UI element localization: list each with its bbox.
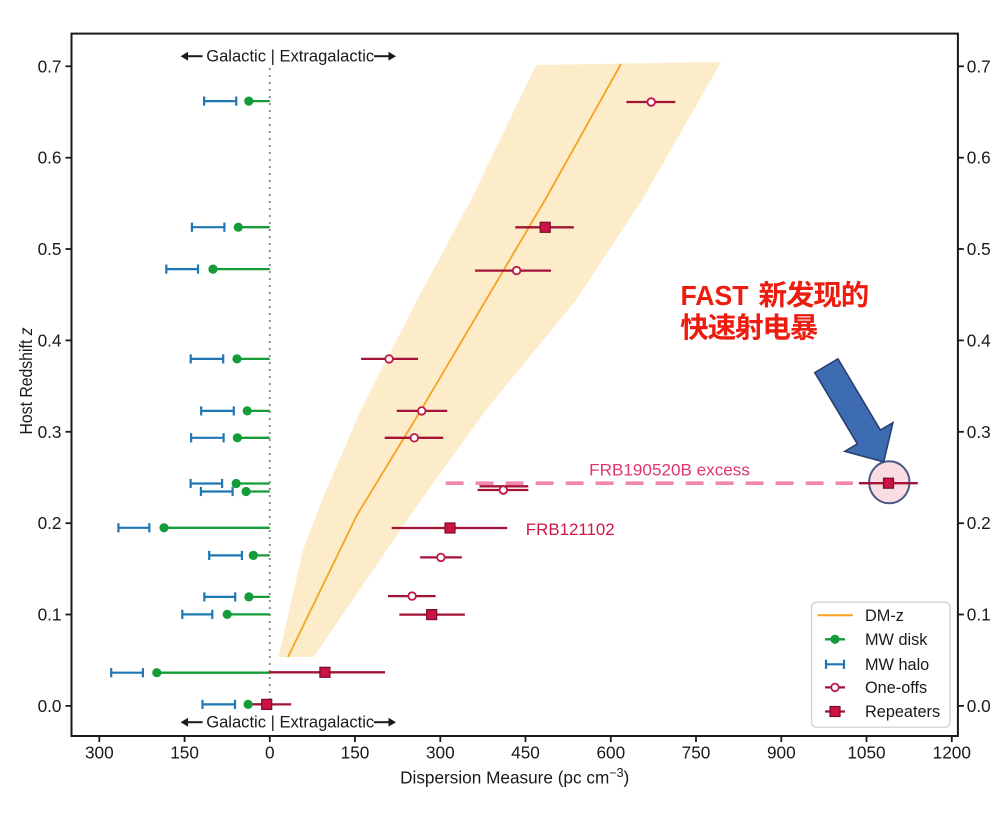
svg-text:0.2: 0.2 bbox=[38, 513, 62, 533]
svg-text:0.3: 0.3 bbox=[38, 422, 62, 442]
svg-text:450: 450 bbox=[511, 743, 540, 763]
svg-text:900: 900 bbox=[767, 743, 796, 763]
svg-text:FRB121102: FRB121102 bbox=[526, 520, 615, 539]
svg-text:1200: 1200 bbox=[933, 743, 971, 763]
svg-text:MW halo: MW halo bbox=[865, 656, 929, 674]
svg-text:One-offs: One-offs bbox=[865, 679, 927, 697]
svg-text:0.7: 0.7 bbox=[967, 56, 991, 76]
svg-text:0.4: 0.4 bbox=[967, 330, 991, 350]
svg-text:0.5: 0.5 bbox=[967, 239, 991, 259]
svg-text:150: 150 bbox=[170, 743, 199, 763]
svg-text:Dispersion Measure (pc cm−3): Dispersion Measure (pc cm−3) bbox=[400, 766, 629, 788]
svg-text:0.0: 0.0 bbox=[38, 696, 62, 716]
svg-text:Galactic | Extragalactic: Galactic | Extragalactic bbox=[206, 47, 374, 66]
svg-text:DM-z: DM-z bbox=[865, 607, 904, 625]
svg-text:FAST: FAST bbox=[681, 280, 749, 311]
svg-text:0.7: 0.7 bbox=[38, 56, 62, 76]
svg-text:750: 750 bbox=[682, 743, 711, 763]
svg-text:0.6: 0.6 bbox=[967, 148, 991, 168]
svg-text:0.1: 0.1 bbox=[38, 605, 62, 625]
svg-text:0.1: 0.1 bbox=[967, 605, 991, 625]
svg-text:Galactic | Extragalactic: Galactic | Extragalactic bbox=[206, 713, 374, 732]
svg-text:Repeaters: Repeaters bbox=[865, 703, 940, 721]
svg-text:FRB190520B excess: FRB190520B excess bbox=[589, 461, 750, 480]
svg-text:0.6: 0.6 bbox=[38, 148, 62, 168]
svg-text:150: 150 bbox=[341, 743, 370, 763]
svg-text:MW disk: MW disk bbox=[865, 631, 928, 649]
svg-text:0.4: 0.4 bbox=[38, 330, 62, 350]
svg-text:300: 300 bbox=[85, 743, 114, 763]
svg-text:0.3: 0.3 bbox=[967, 422, 991, 442]
svg-text:0.0: 0.0 bbox=[967, 696, 991, 716]
svg-text:0: 0 bbox=[265, 743, 275, 763]
svg-text:0.2: 0.2 bbox=[967, 513, 991, 533]
svg-text:Host Redshift z: Host Redshift z bbox=[16, 327, 36, 434]
svg-text:300: 300 bbox=[426, 743, 455, 763]
svg-text:0.5: 0.5 bbox=[38, 239, 62, 259]
svg-text:600: 600 bbox=[596, 743, 625, 763]
svg-text:1050: 1050 bbox=[847, 743, 885, 763]
